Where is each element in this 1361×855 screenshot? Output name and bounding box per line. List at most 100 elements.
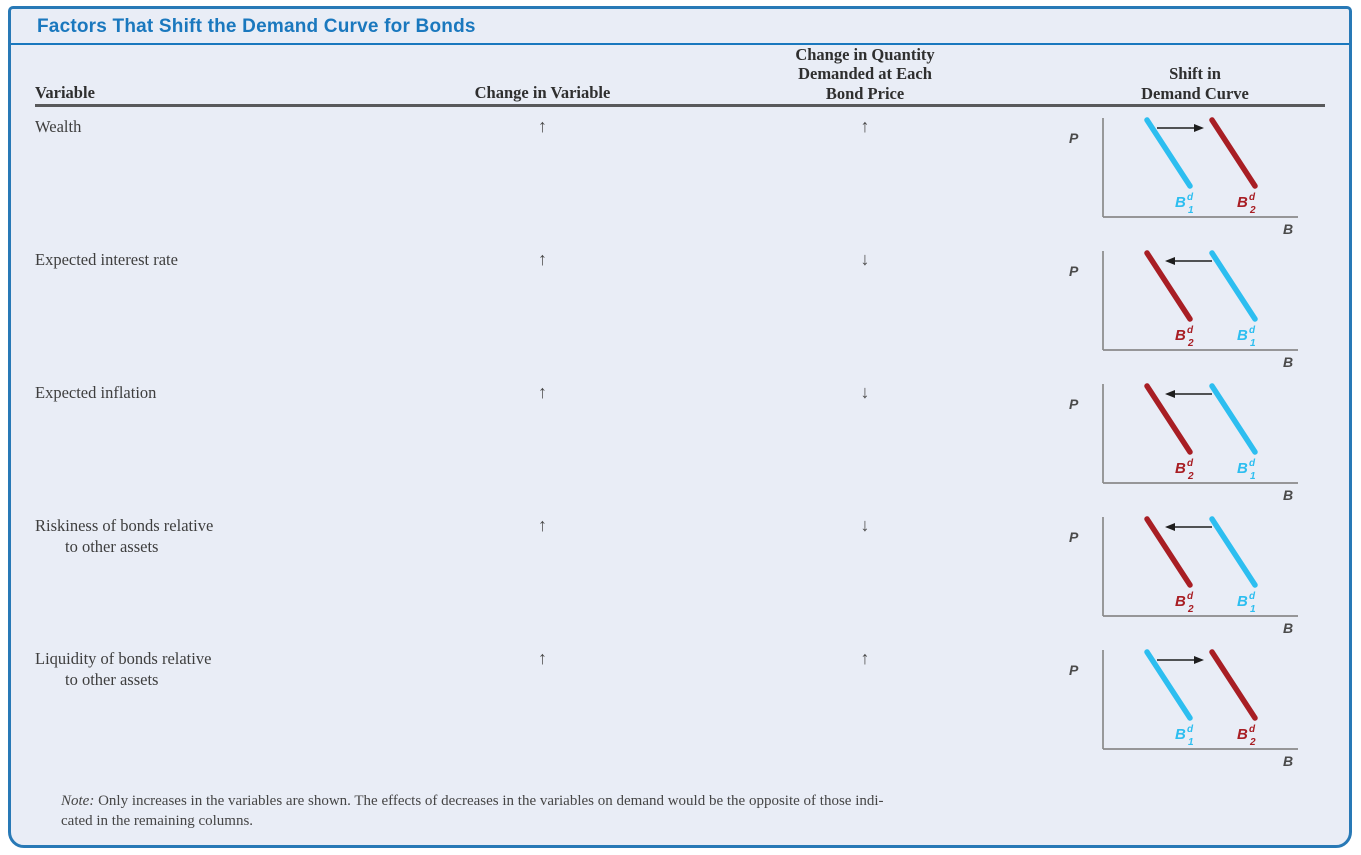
price-axis-label: P — [1069, 662, 1079, 678]
svg-text:2: 2 — [1249, 205, 1256, 216]
svg-text:2: 2 — [1187, 471, 1194, 482]
variable-label-line2: to other assets — [65, 537, 159, 557]
svg-text:d: d — [1187, 192, 1194, 203]
note-label: Note: — [61, 793, 95, 809]
variable-label: Riskiness of bonds relative to other ass… — [35, 506, 420, 558]
shift-arrow — [1157, 124, 1204, 132]
bond-axis-label: B — [1283, 620, 1293, 636]
variable-label: Wealth — [35, 107, 420, 137]
bond-demand-factors-figure: Factors That Shift the Demand Curve for … — [8, 6, 1352, 848]
svg-text:d: d — [1249, 458, 1256, 469]
bond-axis-label: B — [1283, 221, 1293, 237]
variable-label-line1: Expected interest rate — [35, 250, 178, 269]
demand-curve-b2 — [1144, 516, 1193, 588]
change-in-quantity-arrow: ↑ — [860, 648, 870, 668]
header-change-in-quantity-line1: Change in Quantity — [795, 45, 935, 64]
header-change-in-quantity: Change in Quantity Demanded at Each Bond… — [665, 45, 1065, 103]
svg-text:B: B — [1175, 460, 1186, 477]
change-in-variable-arrow: ↑ — [538, 116, 547, 136]
svg-text:1: 1 — [1250, 338, 1256, 349]
header-shift-line1: Shift in — [1169, 64, 1221, 84]
price-axis-label: P — [1069, 396, 1079, 412]
demand-curve-b2 — [1209, 117, 1258, 189]
change-in-quantity-arrow: ↑ — [860, 116, 870, 136]
svg-text:1: 1 — [1188, 737, 1194, 748]
svg-text:1: 1 — [1250, 604, 1256, 615]
demand-curve-b1 — [1144, 649, 1193, 721]
table-row-liquidity-of-bonds: Liquidity of bonds relative to other ass… — [35, 639, 1325, 772]
svg-text:d: d — [1249, 591, 1256, 602]
change-in-variable-arrow: ↑ — [538, 382, 547, 402]
variable-label-line1: Expected inflation — [35, 383, 157, 402]
variable-label-line2: to other assets — [65, 670, 159, 690]
svg-text:2: 2 — [1187, 604, 1194, 615]
note-line1: Note: Only increases in the variables ar… — [61, 792, 1325, 812]
svg-text:d: d — [1187, 724, 1194, 735]
price-axis-label: P — [1069, 263, 1079, 279]
change-in-quantity-arrow: ↓ — [860, 515, 870, 535]
change-in-quantity-arrow: ↓ — [860, 382, 870, 402]
demand-curve-b2 — [1209, 649, 1258, 721]
demand-curve-b1 — [1144, 117, 1193, 189]
change-in-variable-arrow: ↑ — [538, 249, 547, 269]
figure-content: Variable Change in Variable Change in Qu… — [11, 45, 1349, 832]
table-row-riskiness-of-bonds: Riskiness of bonds relative to other ass… — [35, 506, 1325, 639]
bond-axis-label: B — [1283, 753, 1293, 769]
variable-label: Liquidity of bonds relative to other ass… — [35, 639, 420, 691]
svg-text:2: 2 — [1249, 737, 1256, 748]
svg-text:B: B — [1237, 460, 1248, 477]
header-change-in-variable: Change in Variable — [474, 83, 611, 103]
header-shift-in-demand-curve: Shift in Demand Curve — [1065, 64, 1325, 103]
variable-label-line1: Riskiness of bonds relative — [35, 516, 214, 535]
svg-text:d: d — [1249, 724, 1256, 735]
title-rule — [11, 43, 1349, 45]
svg-text:B: B — [1175, 726, 1186, 743]
svg-text:B: B — [1175, 327, 1186, 344]
change-in-quantity-arrow: ↓ — [860, 249, 870, 269]
change-in-variable-arrow: ↑ — [538, 515, 547, 535]
shift-arrow — [1165, 257, 1212, 265]
svg-text:B: B — [1237, 726, 1248, 743]
svg-text:B: B — [1237, 327, 1248, 344]
demand-curve-b1 — [1209, 383, 1258, 455]
header-shift-line2: Demand Curve — [1141, 83, 1249, 103]
demand-curve-b1 — [1209, 516, 1258, 588]
figure-note: Note: Only increases in the variables ar… — [61, 792, 1325, 832]
demand-curve-b2 — [1144, 383, 1193, 455]
shift-arrow — [1157, 656, 1204, 664]
shift-arrow — [1165, 390, 1212, 398]
table-header-row: Variable Change in Variable Change in Qu… — [35, 45, 1325, 107]
figure-title: Factors That Shift the Demand Curve for … — [37, 16, 476, 37]
price-axis-label: P — [1069, 130, 1079, 146]
demand-curve-b1 — [1209, 250, 1258, 322]
bond-axis-label: B — [1283, 487, 1293, 503]
svg-text:B: B — [1237, 194, 1248, 211]
svg-text:B: B — [1237, 593, 1248, 610]
svg-text:1: 1 — [1188, 205, 1194, 216]
demand-curve-b2 — [1144, 250, 1193, 322]
note-line2: cated in the remaining columns. — [61, 812, 254, 829]
svg-text:2: 2 — [1187, 338, 1194, 349]
